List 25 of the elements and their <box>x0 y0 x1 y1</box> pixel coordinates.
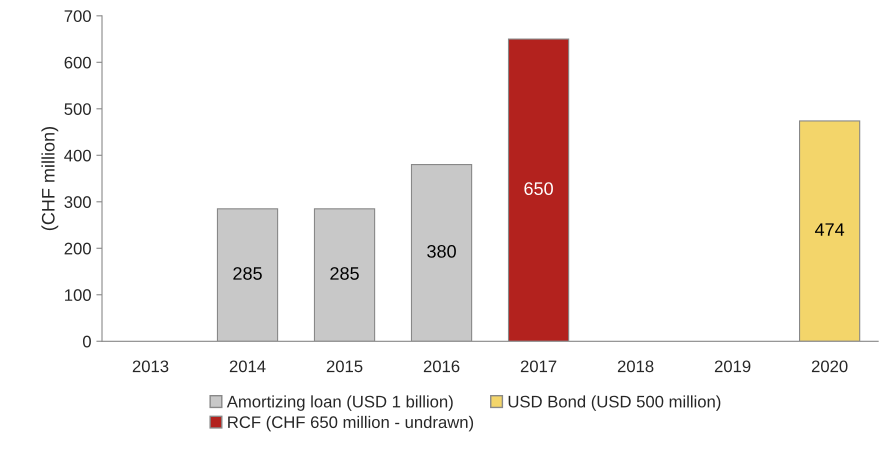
y-tick-label: 200 <box>64 242 91 254</box>
x-tick-label: 2015 <box>326 360 362 372</box>
x-tick-label: 2016 <box>424 360 460 372</box>
x-tick-label: 2020 <box>812 360 848 372</box>
data-label: 285 <box>233 267 262 280</box>
legend-label: Amortizing loan (USD 1 billion) <box>226 395 453 411</box>
data-label: 474 <box>814 223 844 236</box>
y-tick-label: 700 <box>64 10 91 22</box>
y-tick-label: 400 <box>64 150 91 162</box>
x-tick-label: 2017 <box>520 360 556 372</box>
x-tick-label: 2019 <box>714 360 750 372</box>
x-tick-label: 2018 <box>618 360 654 372</box>
y-tick-label: 0 <box>82 336 91 348</box>
legend-label: RCF (CHF 650 million - undrawn) <box>228 416 474 432</box>
data-label: 285 <box>330 267 359 280</box>
y-tick-label: 100 <box>65 289 91 301</box>
data-label: 380 <box>427 244 456 258</box>
y-tick-label: 500 <box>64 103 91 116</box>
x-tick-label: 2014 <box>230 360 266 372</box>
y-tick-label: 300 <box>64 196 91 208</box>
y-axis-title: (CHF million) <box>41 127 58 230</box>
data-label: 650 <box>524 182 553 196</box>
y-tick-label: 600 <box>64 56 91 69</box>
legend-label: USD Bond (USD 500 million) <box>508 395 720 411</box>
x-tick-label: 2013 <box>132 360 168 372</box>
